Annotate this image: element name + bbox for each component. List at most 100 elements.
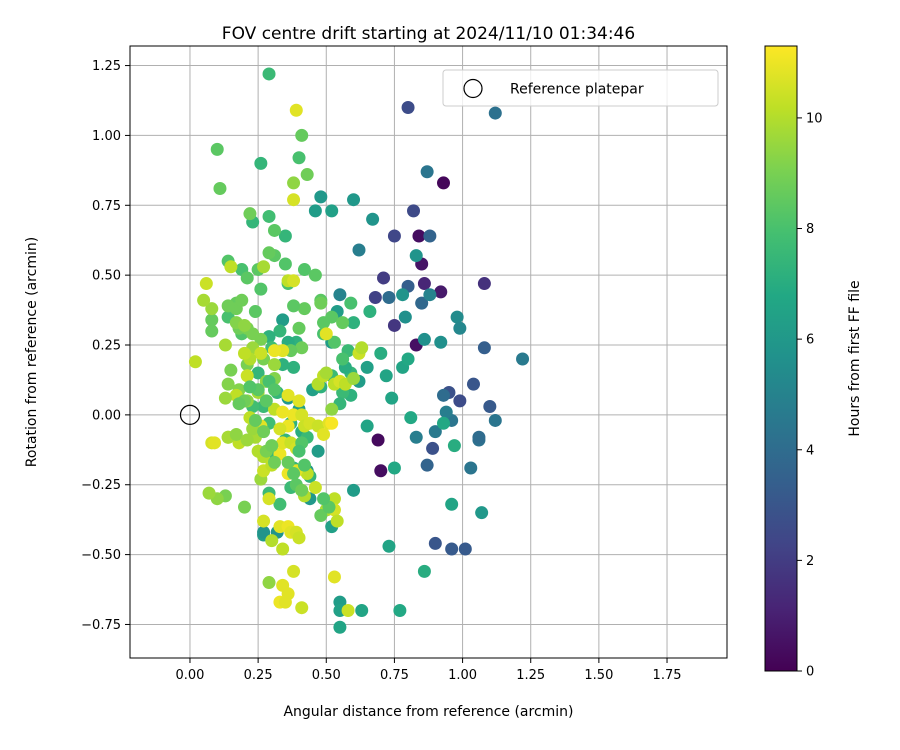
scatter-point (205, 324, 219, 338)
scatter-point (475, 506, 489, 520)
scatter-point (325, 310, 339, 324)
scatter-point (387, 229, 401, 243)
scatter-point (377, 271, 391, 285)
scatter-point (276, 313, 290, 327)
scatter-point (254, 282, 268, 296)
scatter-point (292, 151, 306, 165)
scatter-point (259, 394, 273, 408)
scatter-point (240, 271, 254, 285)
y-tick-label: −0.25 (81, 478, 121, 493)
y-axis-label: Rotation from reference (arcmin) (24, 237, 40, 467)
scatter-point (292, 531, 306, 545)
scatter-point (267, 223, 281, 237)
scatter-point (267, 344, 281, 358)
scatter-point (243, 207, 257, 221)
scatter-point (336, 316, 350, 330)
scatter-point (254, 346, 268, 360)
scatter-point (434, 285, 448, 299)
y-tick-label: 1.25 (92, 59, 121, 74)
scatter-point (347, 193, 361, 207)
x-tick-label: 1.75 (653, 668, 682, 683)
colorbar: 0 2 4 6 8 10 Hours from first FF file (764, 45, 863, 680)
scatter-point (218, 391, 232, 405)
scatter-point (262, 246, 276, 260)
scatter-point (308, 204, 322, 218)
plot-frame (129, 45, 728, 659)
scatter-point (371, 433, 385, 447)
scatter-point (327, 570, 341, 584)
colorbar-ticks: 0 2 4 6 8 10 (797, 111, 823, 680)
data-points (188, 67, 530, 634)
scatter-point (360, 419, 374, 433)
scatter-point (439, 405, 453, 419)
scatter-point (221, 377, 235, 391)
scatter-point (387, 461, 401, 475)
scatter-point (483, 399, 497, 413)
scatter-point (224, 260, 238, 274)
scatter-point (464, 461, 478, 475)
x-tick-label: 1.25 (516, 668, 545, 683)
scatter-point (240, 369, 254, 383)
scatter-point (314, 508, 328, 522)
scatter-point (423, 288, 437, 302)
scatter-point (355, 603, 369, 617)
scatter-point (287, 564, 301, 578)
scatter-point (488, 106, 502, 120)
y-tick-label: 1.00 (92, 129, 121, 144)
scatter-point (210, 142, 224, 156)
scatter-point (415, 296, 429, 310)
scatter-point (404, 411, 418, 425)
legend: Reference platepar (442, 69, 719, 107)
scatter-point (262, 209, 276, 223)
scatter-point (333, 288, 347, 302)
scatter-point (355, 341, 369, 355)
y-tick-label: −0.75 (81, 618, 121, 633)
scatter-point (453, 394, 467, 408)
scatter-point (458, 542, 472, 556)
scatter-point (409, 430, 423, 444)
scatter-point (273, 497, 287, 511)
scatter-point (248, 413, 262, 427)
scatter-point (325, 204, 339, 218)
scatter-point (308, 268, 322, 282)
scatter-point (229, 427, 243, 441)
scatter-point (327, 335, 341, 349)
scatter-point (273, 422, 287, 436)
x-tick-label: 0.50 (312, 668, 341, 683)
scatter-point (287, 274, 301, 288)
scatter-point (363, 304, 377, 318)
scatter-point (352, 243, 366, 257)
scatter-point (317, 492, 331, 506)
scatter-point (224, 363, 238, 377)
scatter-point (297, 302, 311, 316)
scatter-point (267, 455, 281, 469)
scatter-point (237, 318, 251, 332)
x-tick-label: 1.50 (584, 668, 613, 683)
scatter-point (420, 165, 434, 179)
scatter-point (477, 341, 491, 355)
scatter-point (385, 391, 399, 405)
x-axis-label: Angular distance from reference (arcmin) (283, 704, 573, 720)
scatter-point (295, 601, 309, 615)
scatter-point (202, 486, 216, 500)
colorbar-tick-label: 2 (806, 554, 814, 569)
legend-box (442, 69, 719, 107)
scatter-point (208, 436, 222, 450)
scatter-point (237, 500, 251, 514)
chart-title: FOV centre drift starting at 2024/11/10 … (222, 24, 635, 44)
scatter-point (295, 128, 309, 142)
scatter-point (188, 355, 202, 369)
scatter-point (262, 492, 276, 506)
scatter-point (436, 176, 450, 190)
y-tick-label: 0.50 (92, 269, 121, 284)
colorbar-tick-label: 8 (806, 222, 814, 237)
scatter-point (347, 483, 361, 497)
scatter-point (257, 260, 271, 274)
scatter-point (453, 321, 467, 335)
scatter-point (336, 352, 350, 366)
scatter-point (436, 388, 450, 402)
scatter-point (287, 360, 301, 374)
scatter-point (295, 483, 309, 497)
